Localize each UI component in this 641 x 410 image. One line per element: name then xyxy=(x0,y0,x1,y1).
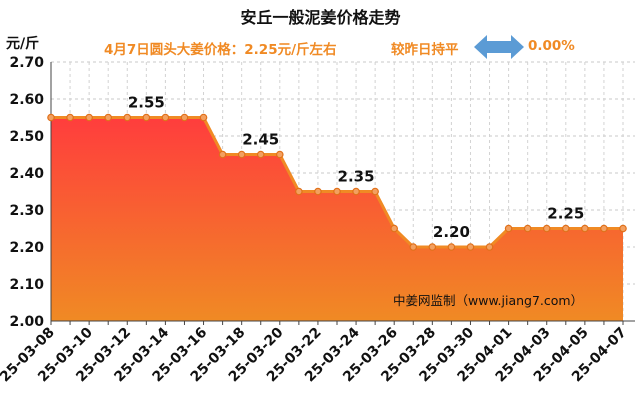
data-point xyxy=(237,150,246,159)
data-point xyxy=(428,243,437,251)
chart-title: 安丘一般泥姜价格走势 xyxy=(240,8,401,27)
data-point xyxy=(256,150,265,159)
y-tick-label: 2.20 xyxy=(9,240,44,256)
data-point xyxy=(333,187,341,196)
data-point xyxy=(619,224,627,233)
data-label: 2.25 xyxy=(547,205,584,223)
data-point xyxy=(295,187,303,196)
data-points xyxy=(47,113,627,251)
y-tick-label: 2.30 xyxy=(9,203,44,219)
data-point xyxy=(123,113,132,122)
data-point xyxy=(409,243,418,251)
x-tick-labels: 25-03-0825-03-1025-03-1225-03-1425-03-16… xyxy=(0,324,630,385)
y-tick-labels: 2.00 2.10 2.20 2.30 2.40 2.50 2.60 2.70 xyxy=(9,55,44,330)
data-point xyxy=(600,224,608,233)
y-tick-label: 2.40 xyxy=(9,166,44,182)
data-point xyxy=(390,224,399,233)
y-tick-label: 2.10 xyxy=(9,277,44,293)
data-point xyxy=(142,113,151,122)
data-point xyxy=(542,224,551,233)
double-arrow-icon xyxy=(474,35,524,59)
data-label: 2.35 xyxy=(338,168,375,186)
data-point xyxy=(371,187,379,196)
data-label: 2.45 xyxy=(242,131,279,149)
data-label: 2.55 xyxy=(128,94,165,112)
data-point xyxy=(581,224,589,233)
data-point xyxy=(485,243,494,251)
data-point xyxy=(504,224,513,233)
data-point xyxy=(314,187,322,196)
axes xyxy=(50,62,635,325)
y-tick-label: 2.60 xyxy=(9,92,44,108)
change-percent: 0.00% xyxy=(528,38,575,54)
data-point xyxy=(447,243,456,251)
area-fill xyxy=(51,117,623,321)
data-point xyxy=(104,113,113,122)
data-point xyxy=(199,113,208,122)
compare-text: 较昨日持平 xyxy=(391,42,459,58)
data-point xyxy=(523,224,532,233)
data-point xyxy=(47,113,55,122)
data-labels: 2.55 2.45 2.35 2.20 2.25 xyxy=(128,94,584,242)
y-tick-label: 2.50 xyxy=(9,129,44,145)
data-point xyxy=(180,113,189,122)
data-label: 2.20 xyxy=(433,223,470,241)
data-point xyxy=(66,113,74,122)
data-point xyxy=(466,243,475,251)
data-point xyxy=(275,150,284,159)
data-point xyxy=(161,113,170,122)
data-point xyxy=(218,150,227,159)
data-point xyxy=(352,187,360,196)
area-layer xyxy=(51,117,623,321)
data-point xyxy=(85,113,93,122)
y-tick-label: 2.00 xyxy=(9,314,44,330)
y-tick-label: 2.70 xyxy=(9,55,44,71)
data-point xyxy=(561,224,570,233)
watermark: 中姜网监制（www.jiang7.com） xyxy=(393,293,584,308)
y-axis-unit: 元/斤 xyxy=(6,36,40,52)
price-summary: 4月7日圆头大姜价格：2.25元/斤左右 xyxy=(104,42,337,58)
